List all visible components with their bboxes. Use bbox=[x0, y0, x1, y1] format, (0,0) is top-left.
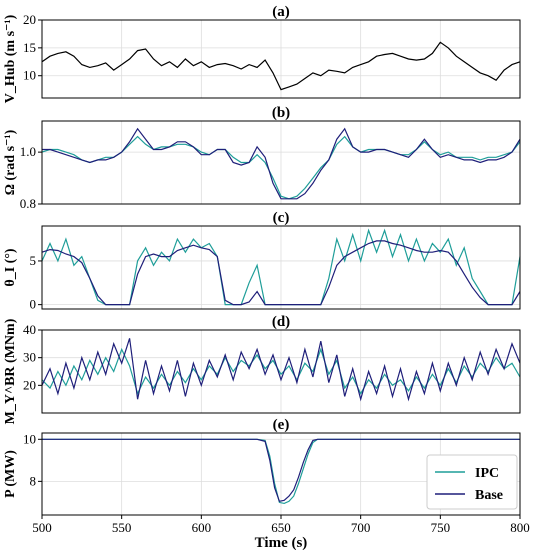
y-tick-label: 1.0 bbox=[20, 144, 36, 159]
y-axis-label: P (MW) bbox=[3, 450, 18, 498]
x-tick-label: 500 bbox=[32, 520, 52, 535]
plot-frame bbox=[41, 120, 521, 205]
x-tick-label: 600 bbox=[192, 520, 212, 535]
legend: IPC Base bbox=[426, 454, 518, 510]
panel-title: (a) bbox=[272, 4, 290, 20]
series-line-base bbox=[42, 127, 521, 200]
panel-a: 10 15 20 (a) V_Hub (m s⁻¹) bbox=[3, 4, 521, 103]
series-line-vhub bbox=[41, 41, 521, 91]
y-tick-label: 20 bbox=[23, 377, 36, 392]
panel-d: 20 30 40 (d) M_Y^BR (MNm) bbox=[3, 314, 521, 424]
y-axis-label: V_Hub (m s⁻¹) bbox=[3, 14, 18, 103]
y-tick-label: 20 bbox=[23, 12, 36, 27]
y-axis-label: Ω (rad s⁻¹) bbox=[3, 129, 18, 195]
y-tick-label: 0 bbox=[30, 297, 37, 312]
legend-label-ipc: IPC bbox=[475, 466, 499, 481]
y-tick-label: 8 bbox=[30, 473, 37, 488]
panel-b: 0.8 1.0 (b) Ω (rad s⁻¹) bbox=[3, 105, 521, 211]
y-tick-label: 10 bbox=[23, 431, 36, 446]
y-tick-label: 15 bbox=[23, 40, 36, 55]
plot-frame bbox=[41, 225, 521, 310]
y-tick-label: 0.8 bbox=[20, 196, 36, 211]
plot-frame bbox=[41, 329, 521, 414]
series-line-ipc bbox=[41, 347, 521, 396]
y-tick-label: 5 bbox=[30, 253, 37, 268]
legend-label-base: Base bbox=[475, 488, 503, 503]
panel-title: (e) bbox=[273, 417, 290, 433]
panel-title: (d) bbox=[272, 314, 290, 330]
x-tick-label: 750 bbox=[431, 520, 451, 535]
series-line-base bbox=[41, 240, 521, 306]
x-tick-label: 700 bbox=[351, 520, 371, 535]
panel-c: 0 5 (c) θ_I (°) bbox=[3, 210, 521, 312]
plot-frame bbox=[41, 19, 521, 99]
x-tick-label: 550 bbox=[112, 520, 132, 535]
x-tick-label: 650 bbox=[271, 520, 291, 535]
panel-title: (b) bbox=[272, 105, 290, 121]
series-line-base bbox=[41, 338, 521, 402]
y-tick-label: 30 bbox=[23, 350, 36, 365]
x-axis-label: Time (s) bbox=[255, 535, 308, 550]
x-tick-label: 800 bbox=[510, 520, 530, 535]
y-tick-label: 10 bbox=[23, 68, 36, 83]
y-axis-label: M_Y^BR (MNm) bbox=[3, 318, 18, 424]
panel-title: (c) bbox=[273, 210, 290, 226]
y-axis-label: θ_I (°) bbox=[3, 248, 18, 287]
series-line-base bbox=[42, 438, 520, 502]
y-tick-label: 40 bbox=[23, 322, 36, 337]
